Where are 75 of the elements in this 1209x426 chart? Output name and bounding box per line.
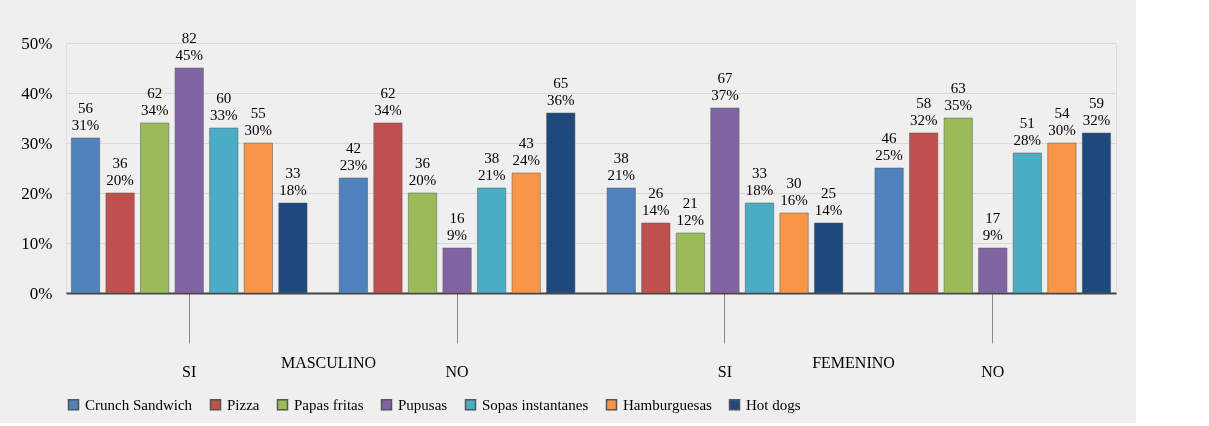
text: FEMENINO bbox=[812, 354, 895, 371]
y-tick-label: 40% bbox=[21, 83, 53, 103]
bar bbox=[442, 247, 472, 294]
x-tick-label: NO bbox=[981, 362, 1005, 380]
bar bbox=[546, 112, 576, 294]
data-label: 62 34% bbox=[374, 85, 402, 118]
bar bbox=[511, 172, 541, 294]
data-label: 58 32% bbox=[909, 95, 938, 128]
bar bbox=[814, 222, 844, 294]
legend-label: Sopas instantanes bbox=[482, 396, 589, 413]
data-label: 46 25% bbox=[875, 130, 903, 163]
bar bbox=[675, 232, 705, 294]
data-label: 36 20% bbox=[106, 155, 134, 188]
bar bbox=[909, 132, 939, 294]
bar bbox=[779, 212, 809, 294]
data-label: 36 20% bbox=[408, 155, 437, 188]
bar bbox=[943, 117, 973, 294]
bar bbox=[71, 137, 100, 294]
data-label: 30 16% bbox=[780, 175, 808, 208]
data-label: 51 28% bbox=[1013, 115, 1042, 148]
data-label: 33 18% bbox=[745, 165, 774, 198]
bar bbox=[174, 67, 204, 294]
bar bbox=[745, 202, 774, 294]
bar bbox=[338, 177, 368, 294]
legend-label: Hot dogs bbox=[746, 396, 801, 413]
bar bbox=[710, 107, 740, 294]
y-tick-label: 50% bbox=[21, 33, 53, 53]
bar bbox=[408, 192, 437, 294]
data-label: 62 34% bbox=[140, 85, 169, 118]
data-label: 59 32% bbox=[1082, 95, 1111, 128]
data-label: 54 30% bbox=[1048, 105, 1076, 138]
data-label: 42 23% bbox=[339, 140, 368, 173]
data-label: 43 24% bbox=[512, 135, 540, 168]
y-tick-label: 0% bbox=[29, 283, 53, 303]
data-label: 63 35% bbox=[944, 80, 972, 113]
bar bbox=[978, 247, 1008, 294]
data-label: 21 12% bbox=[676, 195, 705, 228]
bar bbox=[243, 142, 273, 294]
bar bbox=[1082, 132, 1111, 294]
y-tick-label: 30% bbox=[21, 133, 53, 153]
data-label: 60 33% bbox=[210, 90, 238, 123]
data-label: 56 31% bbox=[71, 100, 100, 133]
x-tick-label: SI bbox=[182, 362, 197, 380]
data-label: 33 18% bbox=[279, 165, 307, 198]
data-label: 26 14% bbox=[642, 185, 670, 218]
bar bbox=[874, 167, 904, 294]
bar bbox=[606, 187, 636, 294]
x-tick-label: SI bbox=[717, 362, 733, 380]
legend-label: Papas fritas bbox=[294, 396, 364, 413]
bar bbox=[641, 222, 671, 294]
bar bbox=[477, 187, 507, 294]
data-label: 67 37% bbox=[711, 70, 739, 103]
bar bbox=[1012, 152, 1042, 294]
y-tick-label: 10% bbox=[21, 233, 53, 253]
data-label: 25 14% bbox=[814, 185, 843, 218]
data-label: 38 21% bbox=[477, 150, 506, 183]
data-label: 17 9% bbox=[982, 210, 1003, 243]
legend-label: Pizza bbox=[227, 396, 260, 413]
data-label: 65 36% bbox=[547, 75, 575, 108]
data-label: 55 30% bbox=[244, 105, 273, 138]
data-label: 82 45% bbox=[175, 30, 203, 63]
bar bbox=[105, 192, 135, 294]
bar bbox=[278, 202, 308, 294]
data-label: 16 9% bbox=[447, 210, 468, 243]
legend-label: Crunch Sandwich bbox=[85, 396, 193, 413]
bar bbox=[373, 122, 403, 294]
bar bbox=[209, 127, 239, 294]
legend-label: Hamburguesas bbox=[623, 396, 713, 413]
bar bbox=[1047, 142, 1077, 294]
legend-label: Pupusas bbox=[398, 396, 448, 413]
text: MASCULINO bbox=[280, 354, 377, 371]
bar bbox=[140, 122, 170, 294]
y-tick-label: 20% bbox=[21, 183, 53, 203]
x-tick-label: NO bbox=[445, 362, 469, 380]
data-label: 38 21% bbox=[607, 150, 635, 183]
